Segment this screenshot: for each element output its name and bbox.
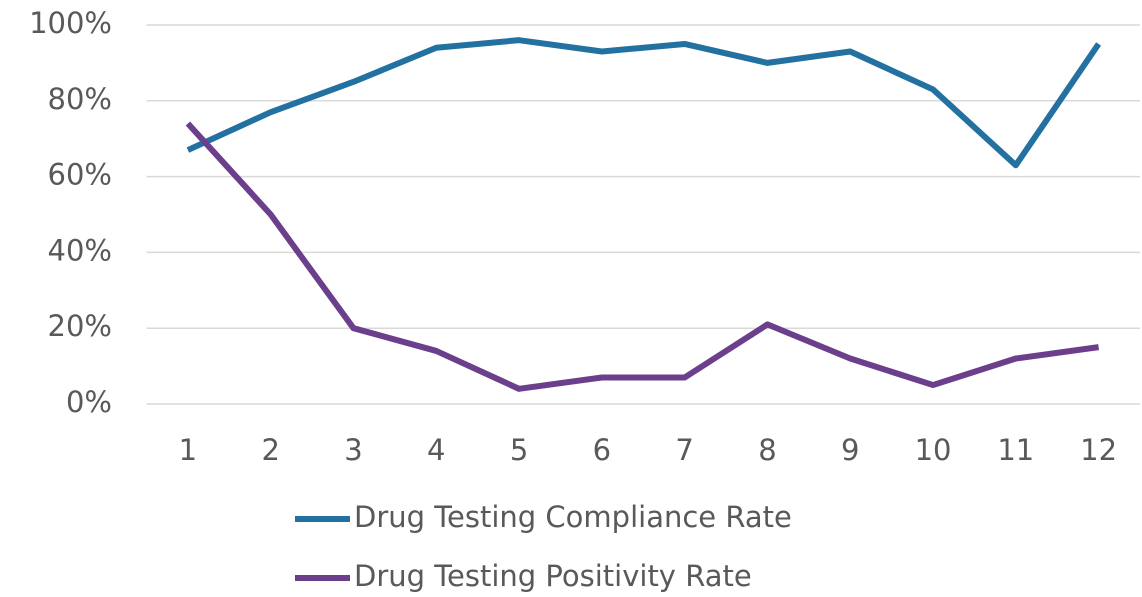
y-tick-label: 80%: [48, 82, 112, 116]
data-line: [186, 37, 1102, 169]
x-tick-label: 12: [1080, 433, 1117, 467]
x-tick-label: 11: [997, 433, 1034, 467]
y-tick-label: 100%: [29, 6, 112, 40]
y-tick-label: 40%: [48, 233, 112, 267]
legend-label: Drug Testing Compliance Rate: [354, 500, 792, 534]
x-tick-label: 5: [510, 433, 528, 467]
x-tick-label: 2: [261, 433, 279, 467]
y-tick-label: 60%: [48, 158, 112, 192]
x-tick-label: 3: [344, 433, 362, 467]
y-tick-label: 20%: [48, 309, 112, 343]
x-tick-label: 9: [841, 433, 859, 467]
y-tick-label: 0%: [66, 385, 112, 419]
legend-label: Drug Testing Positivity Rate: [354, 559, 752, 593]
data-line: [185, 121, 1100, 392]
x-tick-label: 1: [179, 433, 197, 467]
x-tick-label: 7: [675, 433, 693, 467]
x-tick-label: 6: [593, 433, 611, 467]
x-tick-label: 8: [758, 433, 776, 467]
x-tick-label: 4: [427, 433, 445, 467]
x-tick-label: 10: [915, 433, 952, 467]
